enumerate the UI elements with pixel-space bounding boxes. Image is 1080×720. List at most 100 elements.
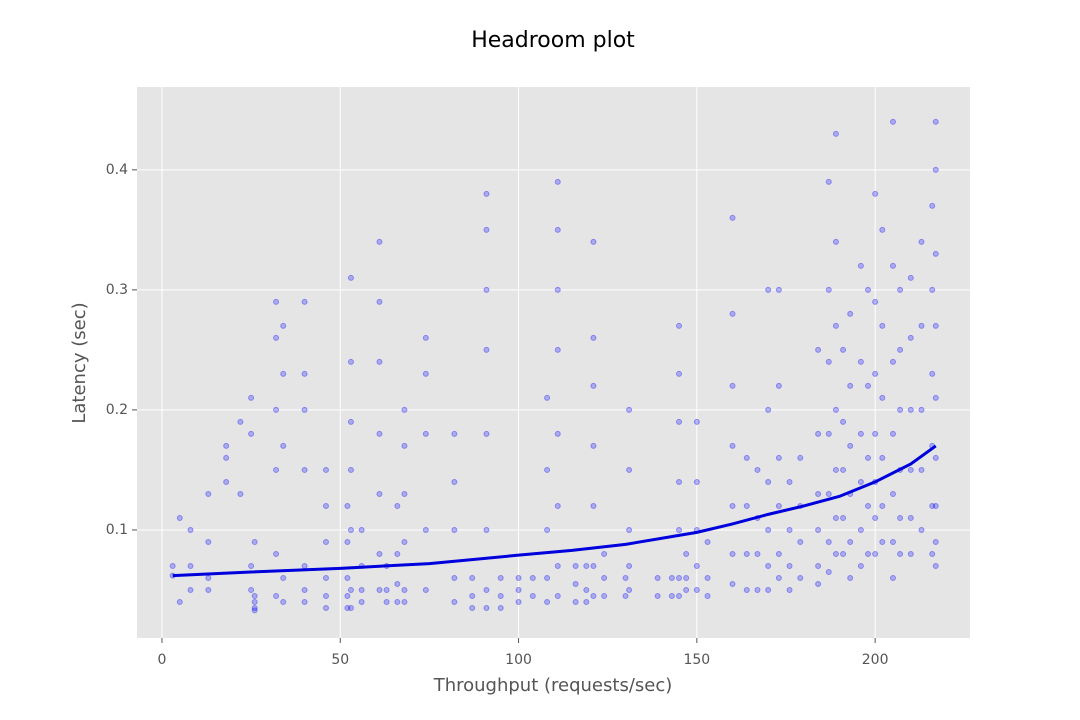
point	[815, 346, 822, 353]
y-tick-label: 0.2	[106, 402, 128, 418]
point	[907, 550, 914, 557]
point	[676, 370, 683, 377]
point	[469, 574, 476, 581]
point	[590, 238, 597, 245]
point	[693, 562, 700, 569]
point	[889, 538, 896, 545]
point	[775, 550, 782, 557]
point	[704, 574, 711, 581]
point	[251, 607, 258, 614]
point	[668, 592, 675, 599]
point	[786, 562, 793, 569]
point	[554, 286, 561, 293]
point	[683, 586, 690, 593]
point	[515, 598, 522, 605]
point	[248, 562, 255, 569]
point	[704, 538, 711, 545]
plot-area	[137, 87, 970, 638]
point	[622, 592, 629, 599]
point	[544, 394, 551, 401]
point	[879, 454, 886, 461]
point	[251, 592, 258, 599]
point	[775, 286, 782, 293]
point	[865, 550, 872, 557]
point	[583, 598, 590, 605]
point	[765, 526, 772, 533]
point	[301, 370, 308, 377]
point	[865, 382, 872, 389]
point	[401, 598, 408, 605]
point	[422, 526, 429, 533]
point	[451, 478, 458, 485]
point	[451, 574, 458, 581]
point	[729, 580, 736, 587]
point	[483, 286, 490, 293]
point	[897, 514, 904, 521]
point	[347, 466, 354, 473]
point	[451, 430, 458, 437]
point	[897, 550, 904, 557]
grid	[137, 87, 970, 638]
point	[676, 526, 683, 533]
point	[889, 430, 896, 437]
point	[872, 370, 879, 377]
point	[872, 430, 879, 437]
point	[187, 586, 194, 593]
point	[832, 130, 839, 137]
point	[857, 358, 864, 365]
point	[879, 226, 886, 233]
point	[205, 490, 212, 497]
point	[932, 502, 939, 509]
point	[347, 418, 354, 425]
point	[237, 490, 244, 497]
point	[797, 538, 804, 545]
point	[544, 574, 551, 581]
point	[775, 574, 782, 581]
point	[832, 466, 839, 473]
point	[590, 592, 597, 599]
point	[301, 466, 308, 473]
point	[394, 580, 401, 587]
point	[897, 346, 904, 353]
point	[832, 550, 839, 557]
point	[825, 430, 832, 437]
point	[889, 118, 896, 125]
point	[383, 586, 390, 593]
point	[676, 418, 683, 425]
point	[918, 238, 925, 245]
point	[626, 466, 633, 473]
point	[676, 478, 683, 485]
x-tick-label: 0	[158, 652, 167, 668]
point	[932, 454, 939, 461]
point	[401, 442, 408, 449]
point	[529, 592, 536, 599]
point	[554, 430, 561, 437]
marks	[169, 118, 939, 614]
point	[840, 418, 847, 425]
point	[347, 586, 354, 593]
point	[590, 502, 597, 509]
point	[572, 562, 579, 569]
point	[743, 550, 750, 557]
point	[344, 592, 351, 599]
point	[205, 574, 212, 581]
point	[775, 454, 782, 461]
point	[879, 502, 886, 509]
point	[676, 592, 683, 599]
x-tick-label: 100	[505, 652, 532, 668]
point	[815, 430, 822, 437]
point	[729, 502, 736, 509]
point	[932, 394, 939, 401]
point	[280, 598, 287, 605]
point	[273, 406, 280, 413]
point	[622, 574, 629, 581]
point	[223, 442, 230, 449]
point	[483, 430, 490, 437]
point	[483, 346, 490, 353]
point	[765, 562, 772, 569]
point	[918, 526, 925, 533]
point	[273, 550, 280, 557]
point	[248, 394, 255, 401]
point	[205, 538, 212, 545]
point	[889, 358, 896, 365]
